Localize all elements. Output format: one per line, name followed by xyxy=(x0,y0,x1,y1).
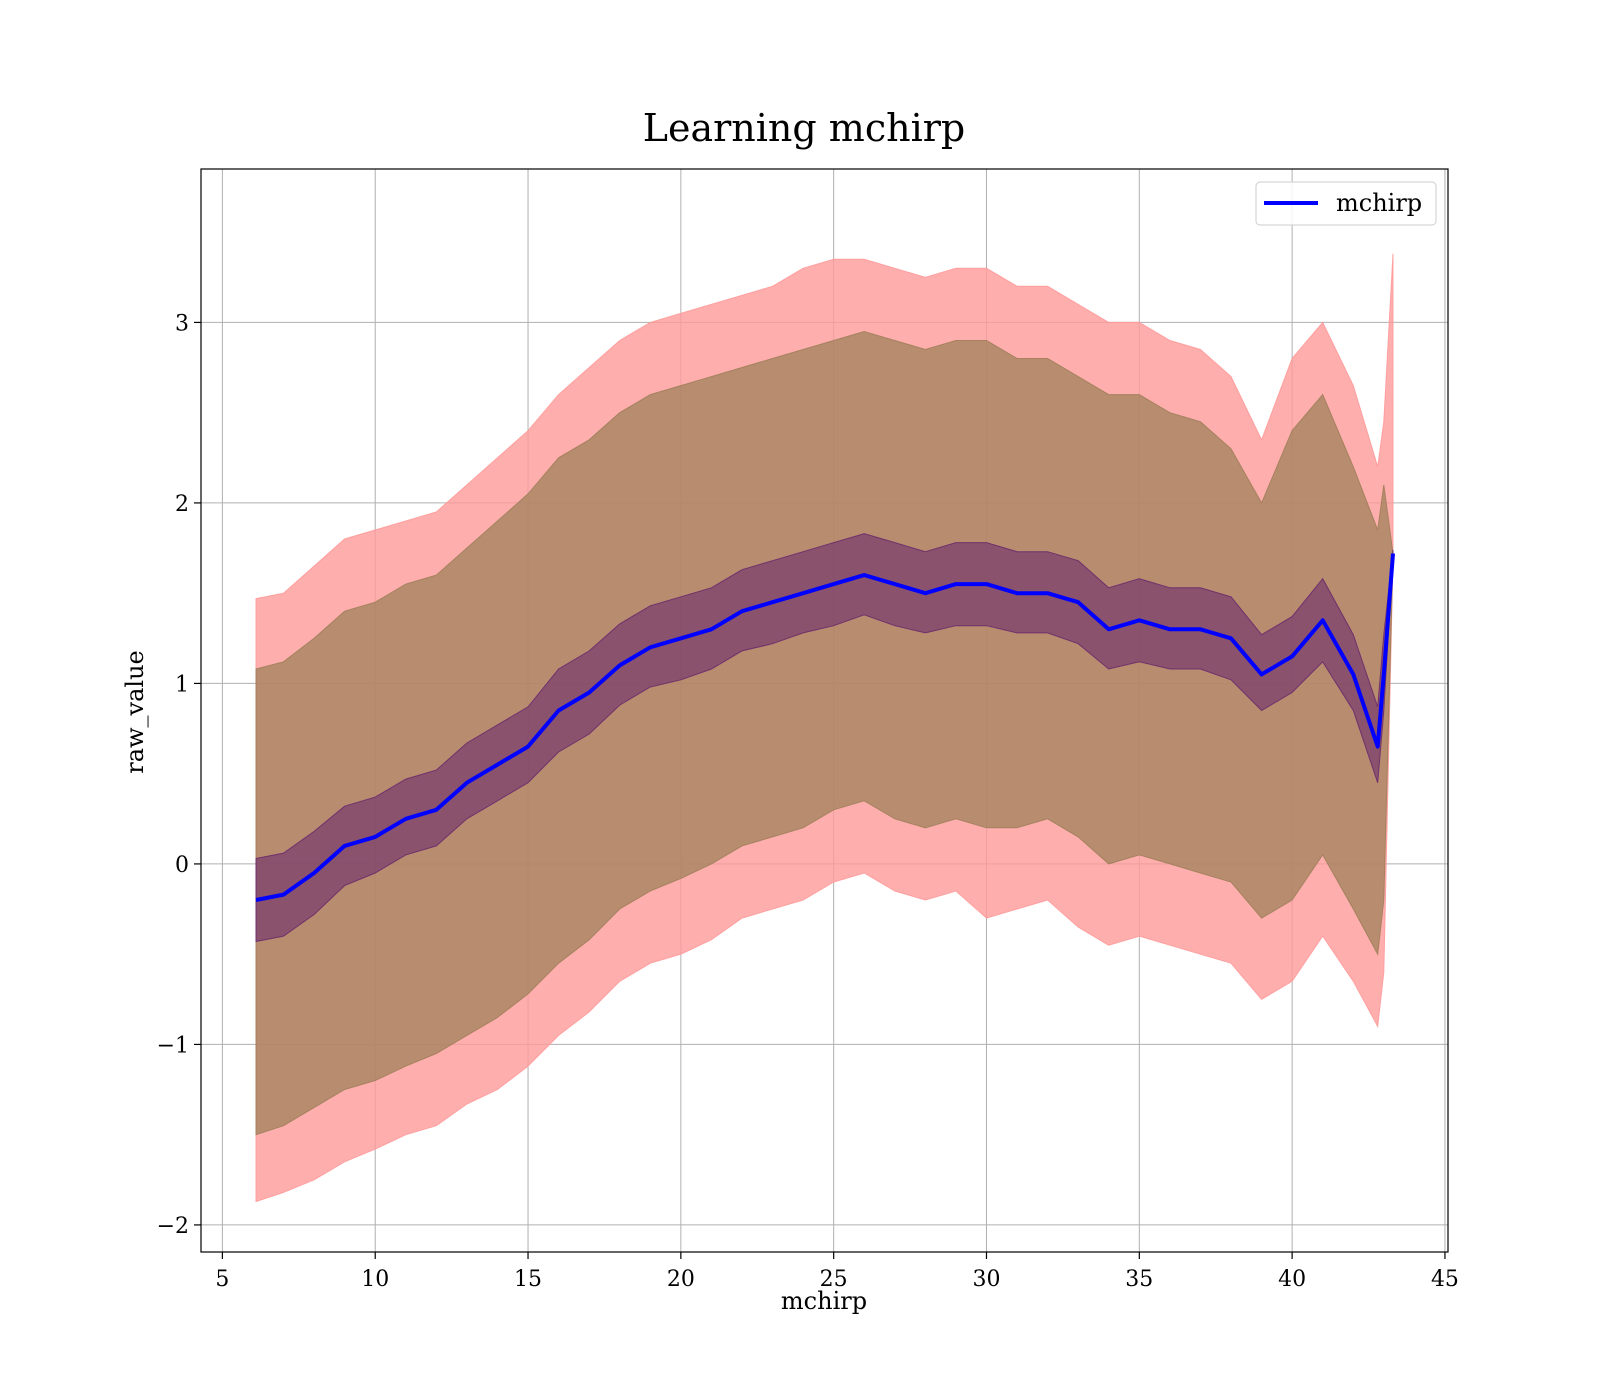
y-tick-label: 3 xyxy=(175,311,189,336)
y-tick-label: −2 xyxy=(157,1214,189,1239)
x-axis-label: mchirp xyxy=(781,1287,867,1315)
chart-title: Learning mchirp xyxy=(643,106,965,150)
legend-box xyxy=(1255,181,1437,226)
x-tick-label: 25 xyxy=(820,1267,848,1292)
y-tick-label: 0 xyxy=(175,853,189,878)
x-axis: 5 10 15 20 25 30 35 40 45 xyxy=(215,1252,1459,1292)
x-tick-label: 45 xyxy=(1431,1267,1459,1292)
x-tick-label: 30 xyxy=(972,1267,1000,1292)
y-tick-label: 2 xyxy=(175,492,189,517)
y-axis: −2 −1 0 1 2 3 xyxy=(157,311,201,1239)
y-tick-label: −1 xyxy=(157,1033,189,1058)
plot-frame xyxy=(200,168,1449,1253)
series-line-mchirp xyxy=(255,553,1395,902)
middle-band xyxy=(255,330,1394,1136)
x-tick-label: 5 xyxy=(215,1267,229,1292)
x-tick-label: 40 xyxy=(1278,1267,1306,1292)
y-tick-label: 1 xyxy=(175,672,189,697)
x-tick-label: 35 xyxy=(1125,1267,1153,1292)
x-tick-label: 15 xyxy=(514,1267,542,1292)
legend: mchirp xyxy=(1255,181,1437,226)
series-lines xyxy=(255,553,1395,902)
legend-label: mchirp xyxy=(1336,189,1422,217)
x-tick-label: 10 xyxy=(361,1267,389,1292)
x-tick-label: 20 xyxy=(667,1267,695,1292)
confidence-bands xyxy=(255,253,1394,1203)
y-axis-label: raw_value xyxy=(121,650,149,774)
